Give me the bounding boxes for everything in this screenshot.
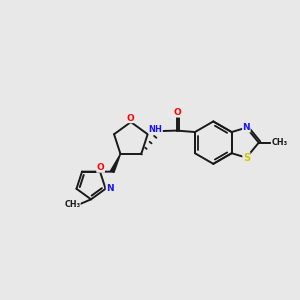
Text: NH: NH	[148, 125, 162, 134]
Text: N: N	[243, 123, 250, 132]
Polygon shape	[110, 154, 121, 172]
Text: CH₃: CH₃	[64, 200, 80, 209]
Text: O: O	[97, 163, 104, 172]
Text: N: N	[106, 184, 114, 193]
Text: CH₃: CH₃	[271, 138, 287, 147]
Text: O: O	[173, 108, 181, 117]
Text: S: S	[243, 153, 250, 163]
Text: O: O	[126, 114, 134, 123]
